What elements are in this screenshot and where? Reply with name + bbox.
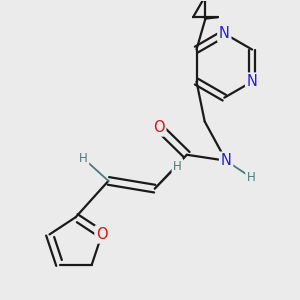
Text: N: N bbox=[221, 153, 232, 168]
Text: H: H bbox=[247, 171, 255, 184]
Text: O: O bbox=[96, 227, 108, 242]
Text: H: H bbox=[173, 160, 182, 172]
Text: H: H bbox=[79, 152, 88, 165]
Text: N: N bbox=[219, 26, 230, 41]
Text: N: N bbox=[247, 74, 257, 89]
Text: O: O bbox=[153, 120, 165, 135]
